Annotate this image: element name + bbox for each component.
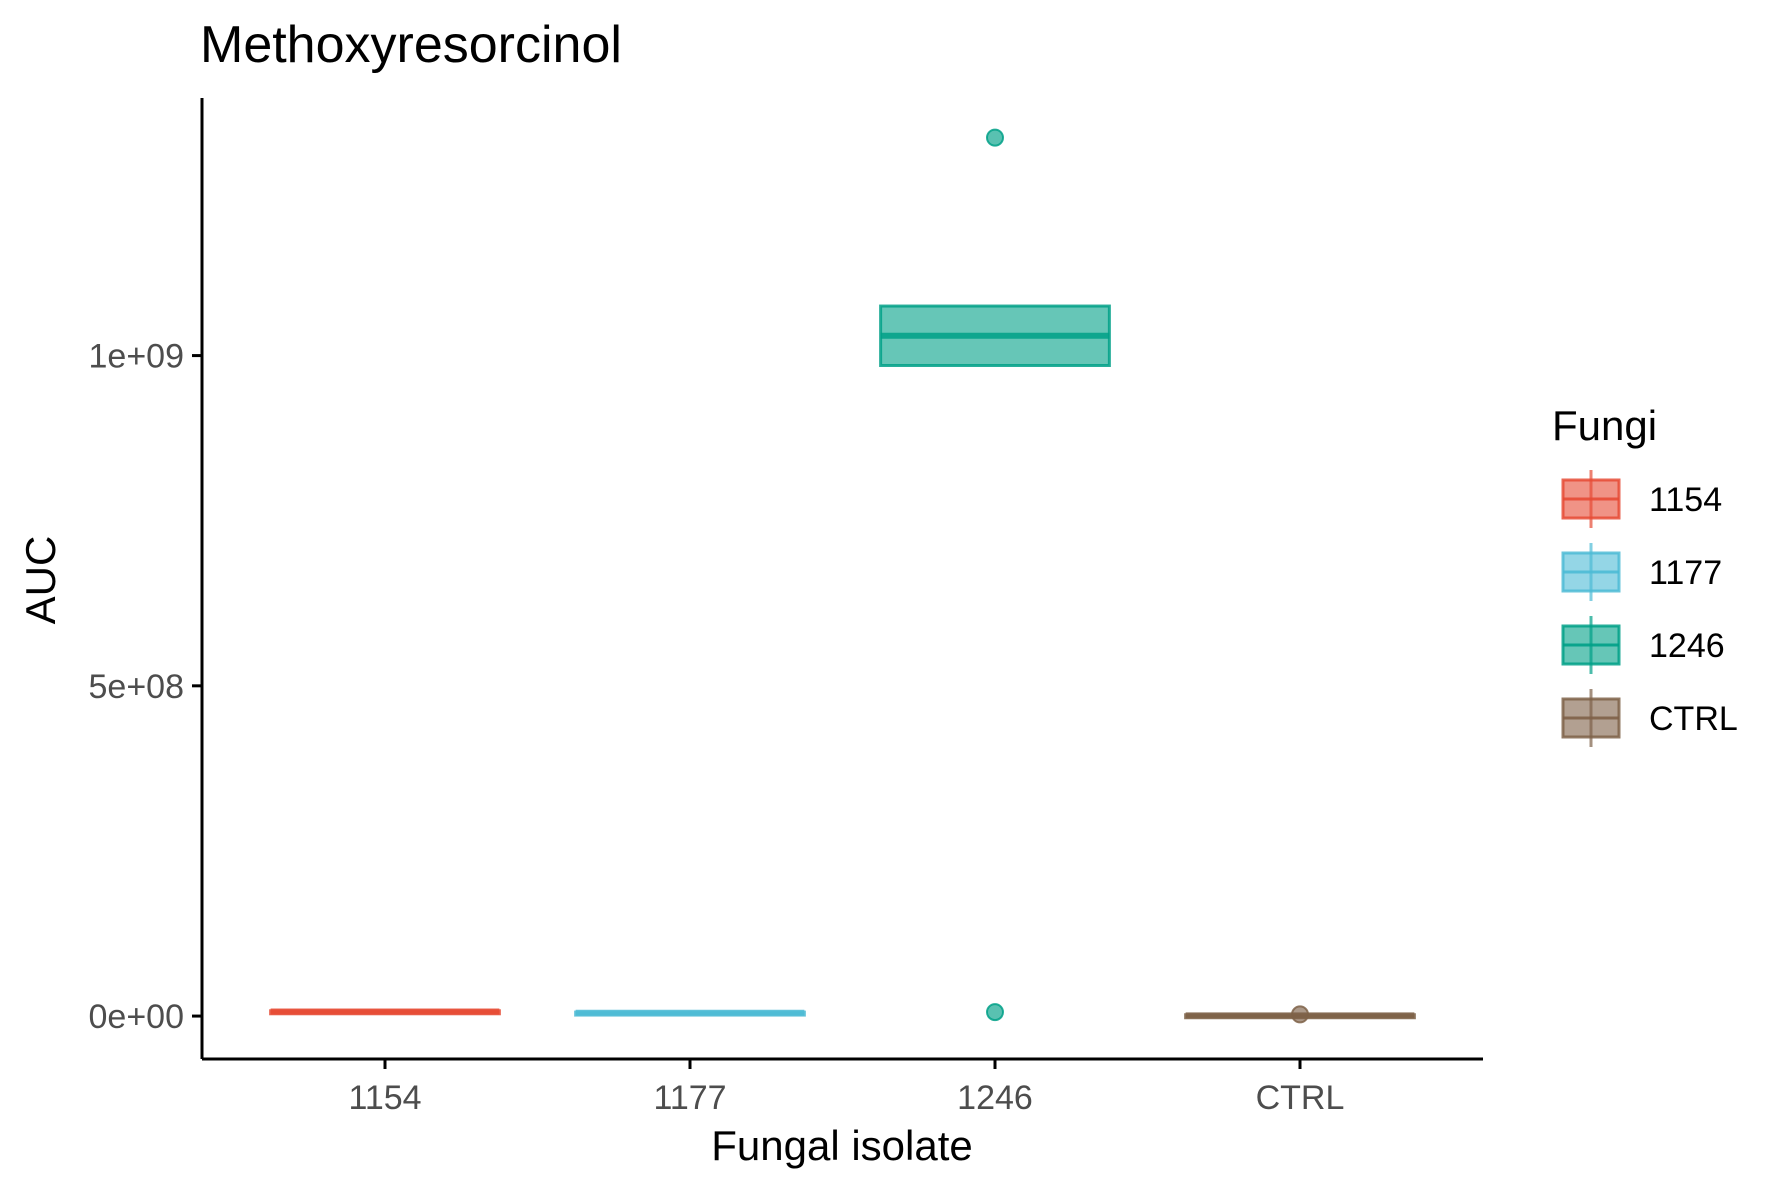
x-axis-title: Fungal isolate	[711, 1122, 973, 1169]
box-CTRL	[1184, 1005, 1416, 1024]
x-tick-label: 1177	[653, 1079, 726, 1117]
y-tick-label: 0e+00	[89, 998, 185, 1036]
legend-entries: 1154 1177 1246 CTRL	[1561, 470, 1738, 747]
box-1154	[269, 1008, 501, 1016]
legend-item-CTRL: CTRL	[1561, 689, 1738, 747]
y-axis-title: AUC	[17, 536, 64, 625]
chart-title: Methoxyresorcinol	[200, 16, 622, 74]
legend-item-1246: 1246	[1561, 616, 1725, 674]
box-1246	[879, 128, 1111, 1022]
outlier-point	[986, 1003, 1004, 1022]
legend-label: 1246	[1649, 627, 1725, 665]
legend-title: Fungi	[1552, 402, 1657, 449]
legend-label: CTRL	[1649, 700, 1738, 738]
outlier-point	[986, 128, 1004, 147]
box-1177	[574, 1009, 806, 1017]
legend-item-1154: 1154	[1561, 470, 1722, 528]
y-tick-label: 1e+09	[89, 338, 185, 376]
legend-item-1177: 1177	[1561, 543, 1722, 601]
y-tick-label: 5e+08	[89, 668, 185, 706]
y-ticks: 0e+00 5e+08 1e+09	[89, 338, 202, 1036]
x-ticks: 1154 1177 1246 CTRL	[348, 1059, 1344, 1117]
outlier-point	[1291, 1005, 1309, 1024]
x-tick-label: CTRL	[1256, 1079, 1345, 1117]
legend: Fungi 1154 1177 1246 CTRL	[1552, 402, 1738, 747]
legend-label: 1154	[1649, 481, 1722, 519]
x-tick-label: 1154	[348, 1079, 421, 1117]
x-tick-label: 1246	[957, 1079, 1033, 1117]
legend-label: 1177	[1649, 554, 1722, 592]
plot-marks	[269, 128, 1416, 1024]
